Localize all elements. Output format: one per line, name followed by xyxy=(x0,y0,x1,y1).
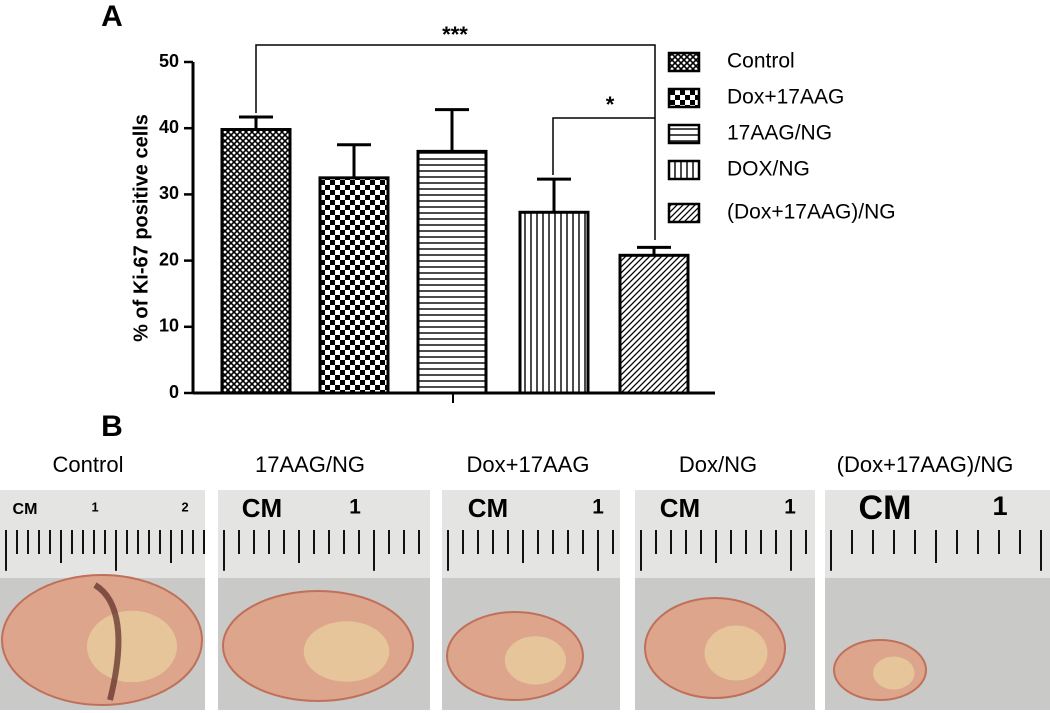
legend-label: 17AAG/NG xyxy=(727,122,832,145)
bar xyxy=(220,128,292,395)
legend-swatch xyxy=(667,202,701,224)
tumor-shadow xyxy=(93,582,122,701)
tumor-highlight xyxy=(87,610,177,683)
y-tick-label: 0 xyxy=(169,382,179,402)
tumor-highlight xyxy=(873,656,915,690)
ruler-unit: CM xyxy=(859,489,912,527)
ruler xyxy=(825,490,1050,578)
ruler-number: 1 xyxy=(992,490,1007,521)
bar xyxy=(518,210,590,395)
ruler-unit: CM xyxy=(242,493,282,523)
y-tick-label: 20 xyxy=(159,249,179,269)
photo-label: Control xyxy=(53,452,124,477)
bar xyxy=(318,176,390,395)
legend-swatch xyxy=(667,159,701,181)
ruler-number: 2 xyxy=(181,499,188,514)
legend-swatch xyxy=(667,123,701,145)
significance-label: * xyxy=(606,92,615,117)
ruler xyxy=(635,490,815,578)
photo-label: Dox/NG xyxy=(679,452,757,477)
photo-label: (Dox+17AAG)/NG xyxy=(837,452,1014,477)
tumor-highlight xyxy=(704,625,768,681)
photo-label: Dox+17AAG xyxy=(467,452,590,477)
plot: 01020304050****ControlDox+17AAG17AAG/NGD… xyxy=(159,22,896,403)
legend-label: Dox+17AAG xyxy=(727,86,844,109)
bar xyxy=(618,253,690,395)
y-tick-label: 50 xyxy=(159,51,179,71)
significance-label: *** xyxy=(442,22,468,47)
y-tick-label: 40 xyxy=(159,117,179,137)
ruler-number: 1 xyxy=(592,496,604,519)
ruler xyxy=(442,490,620,578)
y-axis-label: % of Ki-67 positive cells xyxy=(130,114,152,342)
legend-label: DOX/NG xyxy=(727,158,810,181)
y-tick-label: 30 xyxy=(159,183,179,203)
ruler-number: 1 xyxy=(91,499,98,514)
ruler-number: 1 xyxy=(784,496,796,519)
legend-label: Control xyxy=(727,50,795,73)
panel-label: A xyxy=(101,0,123,33)
legend-label: (Dox+17AAG)/NG xyxy=(727,201,896,224)
significance-bracket xyxy=(255,44,656,240)
photo-label: 17AAG/NG xyxy=(255,452,365,477)
ruler-unit: CM xyxy=(13,501,38,518)
panel-label: B xyxy=(101,410,123,443)
tumor-highlight xyxy=(504,636,566,685)
bar xyxy=(416,149,488,395)
legend-swatch xyxy=(667,51,701,73)
tumor-highlight xyxy=(303,621,390,682)
y-tick-label: 10 xyxy=(159,316,179,336)
ruler-number: 1 xyxy=(349,496,361,519)
significance-bracket xyxy=(552,117,655,175)
ruler-unit: CM xyxy=(468,493,508,523)
ruler-unit: CM xyxy=(660,493,700,523)
legend-swatch xyxy=(667,87,701,109)
